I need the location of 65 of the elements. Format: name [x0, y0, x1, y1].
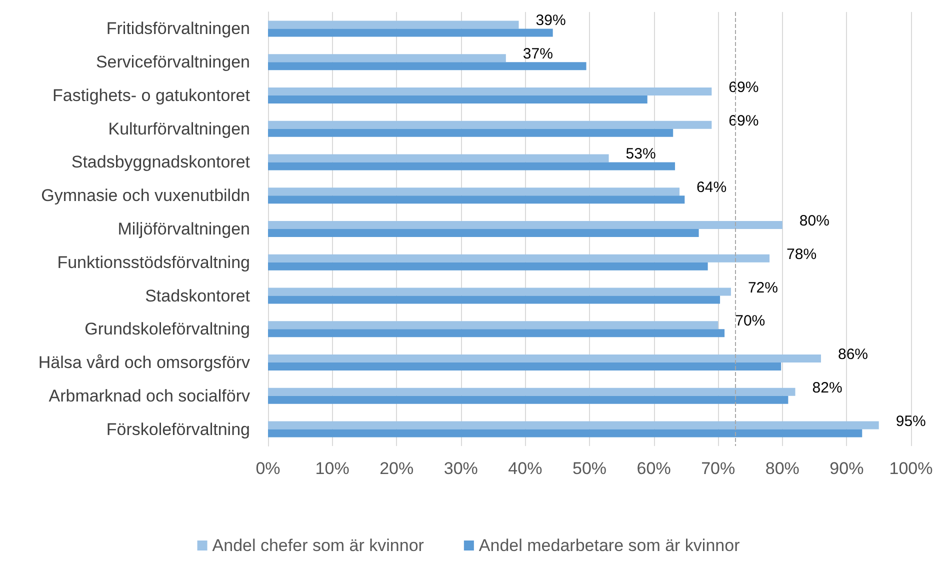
y-tick-label: Kulturförvaltningen [108, 119, 250, 138]
y-tick-label: Gymnasie och vuxenutbildn [41, 186, 250, 206]
bar [268, 254, 770, 262]
legend-label: Andel chefer som är kvinnor [212, 536, 424, 555]
y-tick-label: Fritidsförvaltningen [106, 19, 250, 38]
y-tick-label: Stadsbyggnadskontoret [71, 152, 250, 172]
data-label: 69% [728, 112, 759, 130]
x-tick-label: 10% [315, 459, 350, 478]
data-label: 95% [896, 412, 926, 430]
data-label: 53% [626, 146, 656, 163]
data-label: 78% [786, 246, 817, 263]
data-label: 72% [748, 279, 778, 296]
bar [268, 188, 680, 196]
bar [268, 154, 609, 162]
x-tick-label: 0% [256, 459, 280, 478]
x-tick-label: 60% [636, 459, 671, 478]
bar [268, 296, 720, 304]
data-label: 39% [536, 12, 566, 30]
data-label: 64% [696, 179, 727, 196]
bar [268, 221, 782, 229]
data-label: 82% [812, 379, 842, 396]
x-tick-label: 20% [380, 459, 414, 478]
y-tick-label: Grundskoleförvaltning [84, 320, 250, 339]
data-label: 70% [735, 312, 766, 330]
x-tick-label: 80% [765, 459, 800, 478]
data-label: 80% [799, 212, 830, 230]
bar [268, 95, 648, 104]
data-label: 37% [522, 46, 553, 63]
legend-label: Andel medarbetare som är kvinnor [478, 536, 740, 555]
bar [268, 321, 718, 330]
bar [268, 20, 519, 29]
bar [268, 288, 731, 296]
data-label: 86% [838, 346, 868, 364]
x-tick-label: 30% [444, 459, 478, 478]
x-tick-label: 40% [508, 459, 542, 478]
y-tick-label: Funktionsstödsförvaltning [57, 252, 250, 272]
y-tick-label: Serviceförvaltningen [96, 52, 250, 72]
x-tick-label: 50% [572, 459, 607, 478]
y-tick-label: Hälsa vård och omsorgsförv [38, 353, 250, 372]
bar [268, 396, 788, 404]
bar [268, 54, 506, 62]
bar [268, 262, 708, 270]
bar [268, 120, 712, 129]
y-tick-label: Förskoleförvaltning [106, 420, 250, 439]
bar [268, 87, 712, 96]
bar [268, 229, 699, 237]
data-label: 69% [728, 78, 759, 96]
bar [268, 429, 862, 438]
x-tick-label: 100% [889, 459, 933, 478]
x-tick-label: 90% [830, 459, 864, 478]
bar [268, 28, 553, 37]
bar [268, 329, 725, 338]
bar [268, 354, 821, 363]
y-tick-label: Fastighets- o gatukontoret [52, 86, 250, 105]
x-tick-label: 70% [701, 459, 736, 478]
bar [268, 62, 586, 70]
y-tick-label: Miljöförvaltningen [118, 220, 250, 238]
bar [268, 421, 879, 430]
bar [268, 128, 674, 137]
bar [268, 162, 676, 170]
bar [268, 196, 685, 204]
bar [268, 388, 796, 396]
y-tick-label: Stadskontoret [145, 286, 250, 306]
bar [268, 362, 782, 371]
y-tick-label: Arbmarknad och socialförv [48, 386, 250, 406]
